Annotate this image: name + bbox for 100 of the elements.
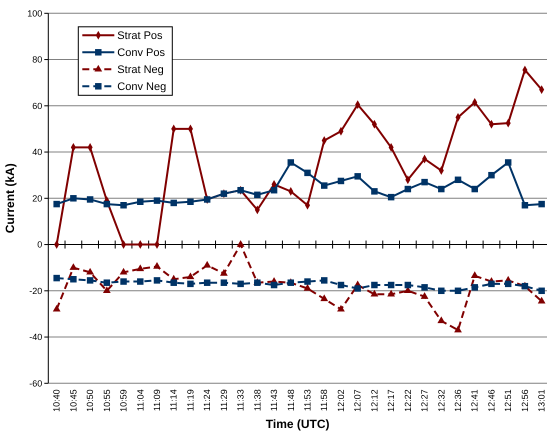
point [338, 178, 344, 184]
x-tick-label: 12:07 [352, 389, 363, 412]
point [237, 280, 244, 288]
x-tick-label: 10:55 [102, 389, 112, 412]
point [70, 276, 77, 282]
point [354, 285, 361, 292]
x-tick-label: 11:58 [319, 389, 330, 412]
point [488, 280, 495, 288]
point [288, 159, 294, 166]
point [454, 326, 462, 332]
x-tick-label: 12:27 [420, 389, 430, 412]
x-tick-label: 10:40 [52, 389, 62, 412]
x-tick-label: 12:56 [520, 389, 530, 412]
point [204, 279, 210, 286]
point [104, 200, 110, 208]
y-tick-label: 40 [32, 147, 42, 158]
point [421, 284, 428, 291]
point [320, 182, 328, 189]
y-tick-label: -60 [29, 378, 42, 388]
point [404, 282, 412, 288]
point [187, 198, 194, 206]
point [236, 240, 244, 247]
point [120, 268, 128, 275]
point [136, 264, 144, 272]
point [488, 172, 495, 178]
y-tick-label: 20 [32, 193, 42, 204]
x-tick-label: 11:24 [202, 389, 212, 412]
point [203, 260, 212, 268]
point [472, 186, 478, 192]
point [320, 294, 328, 302]
point [186, 272, 194, 280]
x-tick-label: 11:19 [185, 389, 196, 412]
point [104, 279, 110, 286]
x-tick-label: 11:43 [269, 389, 280, 412]
point [220, 279, 228, 286]
x-tick-label: 12:22 [402, 389, 413, 412]
x-tick-label: 12:12 [369, 389, 380, 412]
point [304, 284, 312, 291]
legend-label: Conv Neg [117, 81, 166, 94]
point [154, 277, 160, 284]
point [270, 282, 278, 288]
x-axis-title: Time (UTC) [266, 417, 330, 431]
y-tick-label: -40 [29, 332, 42, 342]
point [404, 186, 412, 192]
point [370, 290, 378, 297]
x-tick-label: 11:14 [168, 389, 179, 412]
point [220, 268, 228, 276]
x-tick-label: 10:50 [85, 389, 96, 412]
legend-label: Strat Neg [117, 64, 164, 76]
point [388, 194, 394, 200]
x-tick-label: 12:02 [336, 389, 346, 412]
y-tick-label: 0 [37, 240, 42, 250]
point [504, 280, 512, 288]
x-tick-label: 12:51 [503, 389, 514, 412]
x-tick-label: 12:46 [486, 389, 496, 412]
x-tick-label: 11:53 [302, 389, 313, 412]
x-tick-label: 11:09 [152, 389, 162, 412]
x-tick-label: 11:29 [218, 389, 229, 412]
point [338, 282, 344, 288]
point [187, 280, 194, 288]
x-tick-label: 11:38 [252, 389, 262, 412]
point [120, 278, 127, 285]
x-tick-label: 10:45 [68, 389, 78, 412]
point [270, 186, 278, 194]
x-tick-label: 12:17 [386, 389, 396, 412]
point [137, 198, 144, 206]
point [504, 159, 512, 166]
point [86, 196, 94, 203]
point [52, 304, 61, 312]
point [538, 200, 545, 208]
x-tick-label: 12:41 [470, 389, 480, 412]
point [388, 282, 394, 288]
x-tick-label: 11:33 [236, 389, 246, 412]
point [421, 178, 428, 186]
x-tick-label: 12:32 [436, 389, 446, 412]
point [70, 263, 78, 270]
point [53, 274, 60, 282]
point [86, 277, 94, 284]
point [454, 176, 462, 184]
point [354, 173, 361, 180]
point [70, 195, 77, 202]
point [53, 200, 60, 208]
point [538, 296, 546, 304]
point [454, 288, 462, 294]
point [420, 292, 428, 299]
point [438, 288, 445, 294]
legend-label: Conv Pos [117, 47, 166, 60]
point [137, 278, 144, 285]
point [170, 279, 177, 286]
point [337, 304, 345, 312]
point [470, 271, 479, 278]
point [153, 262, 161, 269]
point [120, 202, 127, 208]
point [86, 268, 94, 275]
x-tick-label: 11:04 [135, 389, 146, 412]
x-tick-label: 11:48 [286, 389, 296, 412]
x-tick-label: 10:59 [118, 389, 129, 412]
y-tick-label: 100 [27, 8, 42, 18]
point [387, 290, 395, 297]
point [304, 278, 311, 285]
